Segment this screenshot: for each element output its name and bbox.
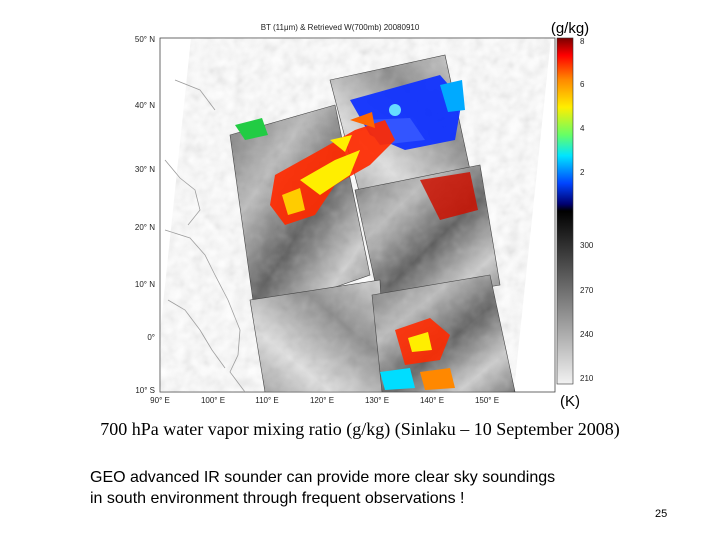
lon-label: 150° E [475, 396, 499, 405]
satellite-figure: BT (11μm) & Retrieved W(700mb) 20080910 [135, 20, 594, 410]
colorbar-tick: 6 [580, 80, 585, 89]
lon-label: 90° E [150, 396, 170, 405]
colorbar-tick: 210 [580, 374, 594, 383]
lat-label: 40° N [135, 101, 155, 110]
lat-label: 30° N [135, 165, 155, 174]
colorbar-tick: 240 [580, 330, 594, 339]
colorbar-tick: 8 [580, 37, 585, 46]
lon-label: 130° E [365, 396, 389, 405]
lat-label: 10° N [135, 280, 155, 289]
summary-note: GEO advanced IR sounder can provide more… [90, 467, 650, 509]
lat-label: 0° [147, 333, 155, 342]
colorbar [556, 37, 574, 385]
lat-label: 10° S [135, 386, 155, 395]
summary-note-line: GEO advanced IR sounder can provide more… [90, 469, 556, 486]
lon-label: 140° E [420, 396, 444, 405]
lat-label: 50° N [135, 35, 155, 44]
figure-title: BT (11μm) & Retrieved W(700mb) 20080910 [261, 23, 420, 32]
longitude-labels: 90° E 100° E 110° E 120° E 130° E 140° E… [150, 396, 499, 405]
satellite-granules [183, 54, 520, 392]
colorbar-unit-bottom: (K) [560, 393, 580, 410]
lon-label: 100° E [201, 396, 225, 405]
page-number: 25 [655, 508, 668, 520]
moist-region [235, 112, 478, 390]
lon-label: 120° E [310, 396, 334, 405]
colorbar-tick: 2 [580, 168, 585, 177]
figure-caption: 700 hPa water vapor mixing ratio (g/kg) … [100, 419, 620, 439]
summary-note-line: in south environment through frequent ob… [90, 490, 465, 507]
colorbar-unit-top: (g/kg) [551, 20, 589, 37]
lon-label: 110° E [255, 396, 279, 405]
colorbar-tick: 270 [580, 286, 594, 295]
colorbar-tick: 4 [580, 124, 585, 133]
lat-label: 20° N [135, 223, 155, 232]
colorbar-tick: 300 [580, 241, 594, 250]
latitude-labels: 50° N 40° N 30° N 20° N 10° N 0° 10° S [135, 35, 155, 395]
colorbar-ticks: 8 6 4 2 300 270 240 210 [580, 37, 594, 383]
